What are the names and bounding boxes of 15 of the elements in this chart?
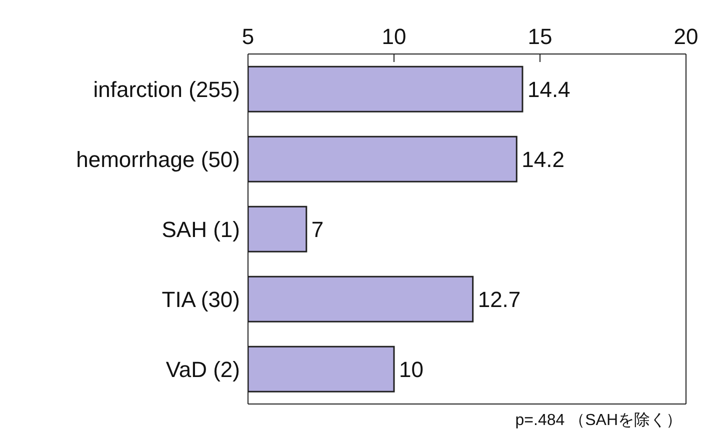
- y-tick-label: TIA (30): [162, 286, 240, 312]
- y-tick-label: hemorrhage (50): [76, 146, 240, 172]
- y-tick-label: infarction (255): [93, 76, 240, 102]
- x-tick-label: 15: [528, 24, 552, 49]
- y-tick-label: SAH (1): [162, 216, 240, 242]
- data-label: 7: [311, 216, 324, 242]
- data-label: 12.7: [478, 286, 521, 312]
- data-label: 14.4: [527, 76, 570, 102]
- x-tick-label: 10: [382, 24, 406, 49]
- x-tick-label: 20: [674, 24, 698, 49]
- text: p=.484 （SAHを除く）: [515, 411, 682, 431]
- data-label: 14.2: [522, 146, 564, 172]
- x-tick-label: 5: [242, 24, 254, 49]
- y-tick-label: VaD (2): [166, 356, 240, 382]
- data-label: 10: [399, 356, 424, 382]
